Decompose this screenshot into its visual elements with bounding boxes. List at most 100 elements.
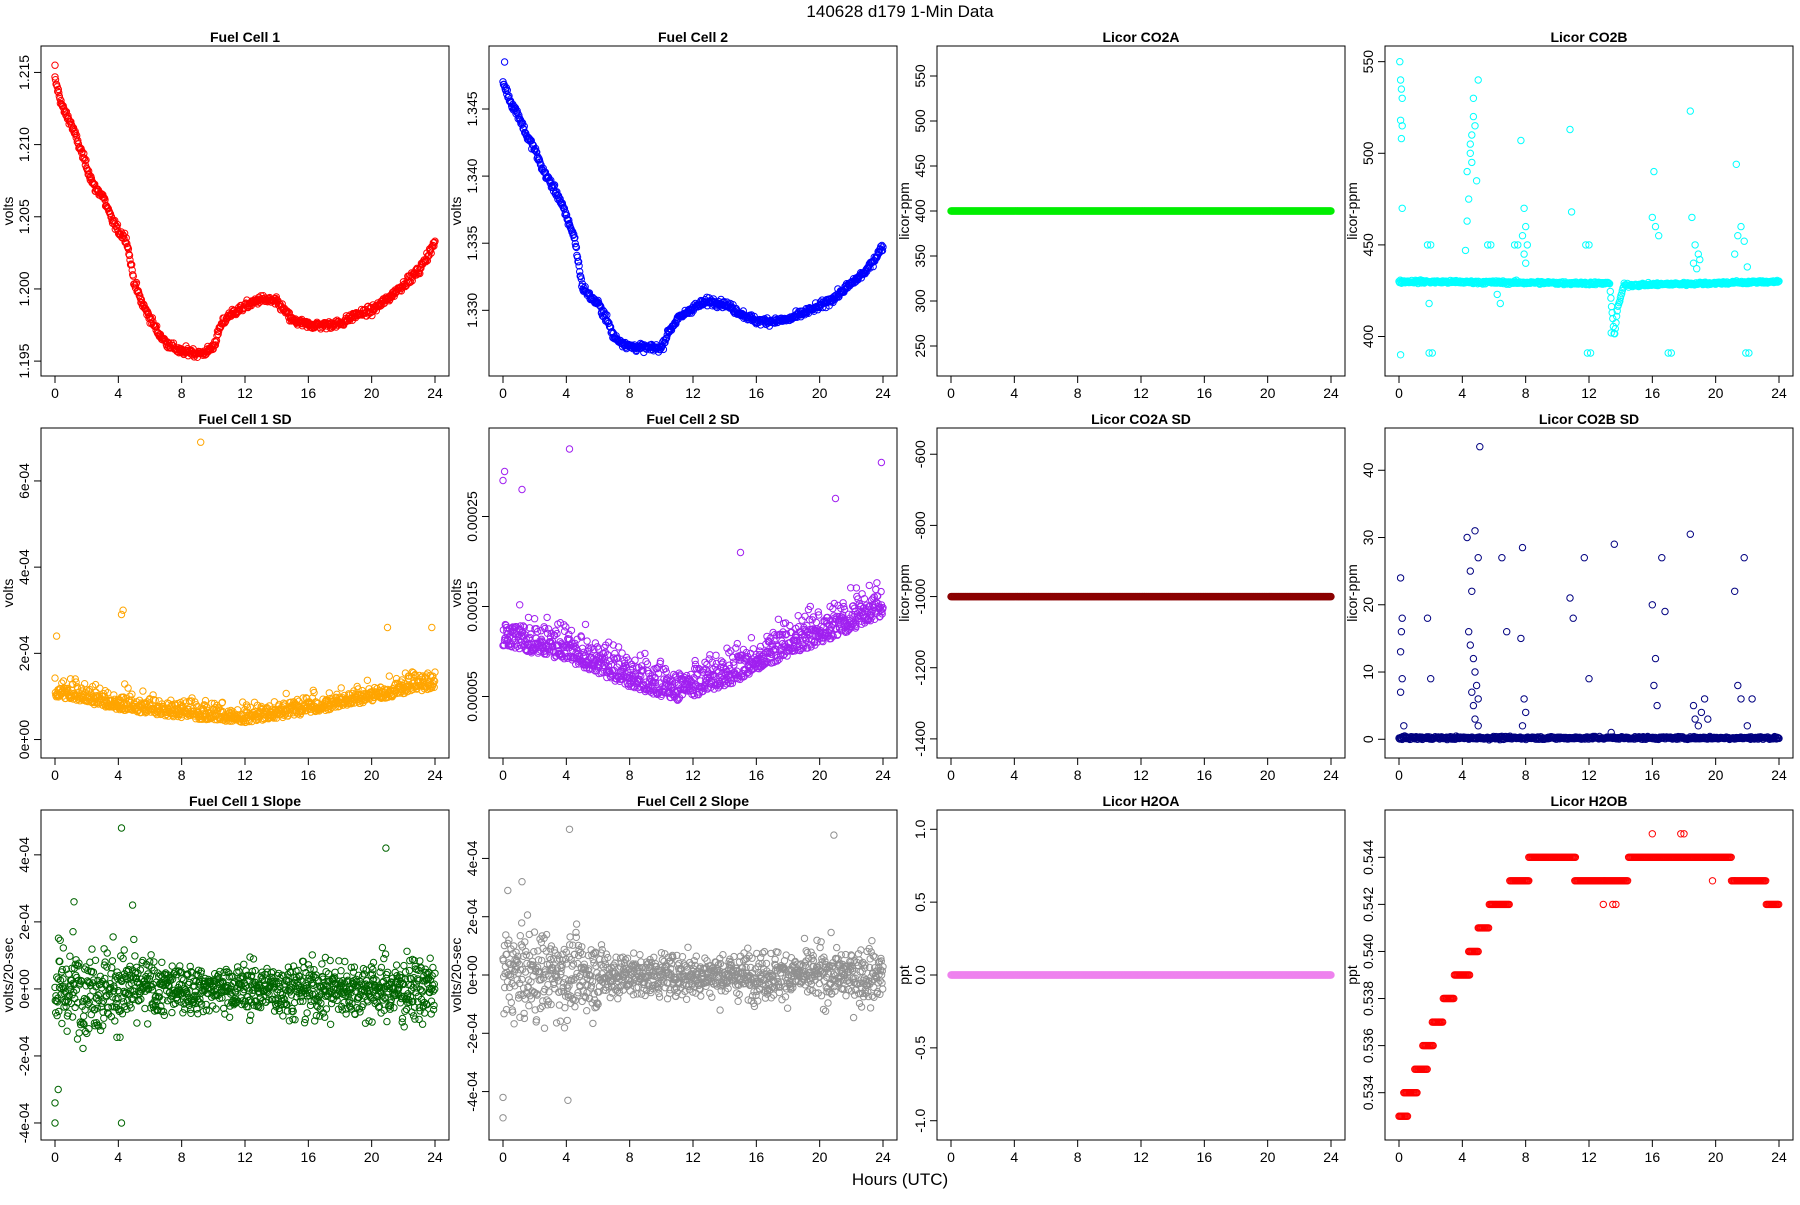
data-point: [1467, 141, 1473, 147]
data-point: [1497, 300, 1503, 306]
y-tick-label: 1.210: [16, 127, 32, 162]
data-point: [1473, 178, 1479, 184]
data-point: [1397, 59, 1403, 65]
y-axis-label: licor-ppm: [1344, 182, 1360, 240]
x-tick-label: 16: [1197, 767, 1213, 783]
data-point: [519, 486, 525, 492]
x-tick-label: 8: [1074, 767, 1082, 783]
point-series: [948, 208, 1334, 214]
x-tick-label: 24: [1323, 767, 1339, 783]
x-tick-label: 24: [427, 385, 443, 401]
data-point: [1735, 233, 1741, 239]
data-point: [1521, 251, 1527, 257]
data-point: [1462, 247, 1468, 253]
data-point: [1741, 238, 1747, 244]
data-point: [1475, 77, 1481, 83]
data-point: [125, 685, 131, 691]
data-point: [1652, 223, 1658, 229]
x-tick-label: 0: [947, 767, 955, 783]
data-point: [364, 677, 370, 683]
data-point: [1494, 291, 1500, 297]
y-tick-label: 0e+00: [16, 720, 32, 760]
x-tick-label: 16: [301, 385, 317, 401]
y-tick-label: 450: [1360, 233, 1376, 257]
y-tick-label: 1.335: [464, 225, 480, 260]
data-point: [878, 588, 884, 594]
x-tick-label: 20: [812, 767, 828, 783]
y-tick-label: 1.205: [16, 199, 32, 234]
y-tick-label: 400: [912, 199, 928, 223]
x-tick-label: 12: [237, 767, 253, 783]
panel-title: Fuel Cell 2 SD: [646, 411, 739, 427]
data-point: [1397, 352, 1403, 358]
x-tick-label: 4: [114, 767, 122, 783]
data-point: [1607, 288, 1613, 294]
y-tick-label: 4e-04: [16, 549, 32, 585]
data-point: [632, 657, 638, 663]
x-tick-label: 24: [1323, 385, 1339, 401]
x-tick-label: 20: [1260, 385, 1276, 401]
x-tick-label: 4: [562, 385, 570, 401]
data-point: [1651, 168, 1657, 174]
data-point: [582, 621, 588, 627]
data-point: [1399, 205, 1405, 211]
x-tick-label: 16: [749, 767, 765, 783]
panel-title: Fuel Cell 1 SD: [198, 411, 291, 427]
data-point: [1469, 159, 1475, 165]
data-point: [52, 675, 58, 681]
plot-frame: [1385, 46, 1793, 376]
panel-title: Licor CO2A SD: [1091, 411, 1191, 427]
data-point: [707, 652, 713, 658]
data-point: [120, 607, 126, 613]
y-tick-label: -800: [912, 511, 928, 539]
data-point: [734, 640, 740, 646]
data-point: [1519, 233, 1525, 239]
data-point: [1470, 95, 1476, 101]
y-tick-label: 1.215: [16, 55, 32, 90]
x-tick-label: 16: [749, 385, 765, 401]
x-tick-label: 0: [51, 767, 59, 783]
y-tick-label: 1.345: [464, 91, 480, 126]
data-point: [283, 690, 289, 696]
data-point: [501, 468, 507, 474]
x-tick-label: 0: [947, 385, 955, 401]
data-point: [1426, 300, 1432, 306]
x-tick-label: 24: [1771, 385, 1787, 401]
data-point: [111, 692, 117, 698]
data-point: [1397, 77, 1403, 83]
x-tick-label: 8: [178, 385, 186, 401]
data-point: [429, 624, 435, 630]
data-point: [384, 624, 390, 630]
x-tick-label: 12: [685, 385, 701, 401]
data-point: [1524, 242, 1530, 248]
plot-frame: [489, 46, 897, 376]
data-point: [1464, 168, 1470, 174]
data-point: [53, 633, 59, 639]
y-tick-label: 0.00015: [464, 581, 480, 632]
x-tick-label: 12: [685, 767, 701, 783]
panel-title: Licor CO2A: [1102, 29, 1179, 45]
data-point: [1464, 218, 1470, 224]
data-point: [500, 477, 506, 483]
point-series: [52, 62, 438, 360]
data-point: [1518, 137, 1524, 143]
plot-frame: [41, 46, 449, 376]
y-tick-label: 1.195: [16, 343, 32, 378]
y-axis-label: volts: [0, 579, 16, 608]
data-point: [118, 611, 124, 617]
x-tick-label: 20: [1708, 385, 1724, 401]
point-series: [948, 593, 1334, 599]
data-point: [1523, 223, 1529, 229]
data-point: [566, 446, 572, 452]
data-point: [122, 681, 128, 687]
data-point: [1738, 223, 1744, 229]
x-tick-label: 12: [1133, 385, 1149, 401]
x-tick-label: 12: [237, 385, 253, 401]
y-tick-label: 450: [912, 154, 928, 178]
data-point: [517, 602, 523, 608]
x-tick-label: 4: [1010, 767, 1018, 783]
x-tick-label: 8: [1074, 385, 1082, 401]
x-tick-label: 16: [1645, 385, 1661, 401]
data-point: [1744, 264, 1750, 270]
